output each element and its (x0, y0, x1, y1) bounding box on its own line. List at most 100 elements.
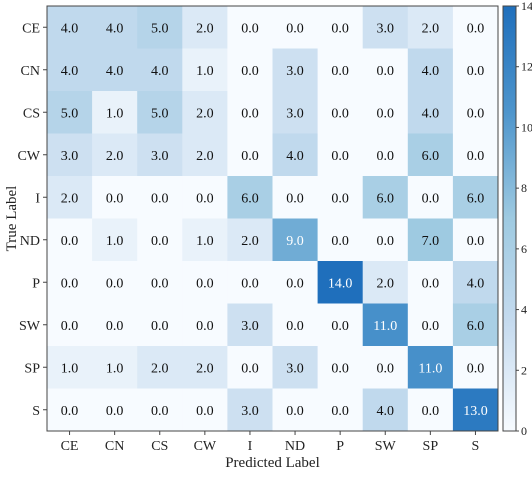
heatmap-cell (452, 48, 499, 92)
x-tick-label: CE (61, 439, 79, 454)
heatmap-cell (47, 218, 93, 262)
cell-value-label: 3.0 (61, 149, 79, 164)
cell-value-label: 0.0 (467, 106, 485, 121)
colorbar-tick-label: 10 (521, 120, 532, 134)
cell-value-label: 0.0 (377, 361, 395, 376)
heatmap-cell (47, 6, 93, 49)
heatmap-cell (227, 346, 273, 389)
heatmap-cell (452, 218, 499, 262)
cell-value-label: 3.0 (286, 106, 304, 121)
cell-value-label: 2.0 (151, 361, 169, 376)
heatmap-cell (47, 261, 93, 304)
cell-value-label: 0.0 (151, 191, 169, 206)
cell-value-label: 0.0 (241, 21, 259, 36)
y-tick-label: S (32, 404, 40, 419)
heatmap-cell (182, 48, 228, 92)
heatmap-cell (317, 91, 364, 134)
x-tick-label: SP (423, 439, 439, 454)
cell-value-label: 0.0 (467, 149, 485, 164)
heatmap-cell (272, 388, 319, 432)
heatmap-cell (362, 388, 409, 432)
cell-value-label: 1.0 (196, 234, 214, 249)
cell-value-label: 0.0 (61, 276, 79, 291)
heatmap-cell (47, 346, 93, 389)
cell-value-label: 4.0 (467, 276, 485, 291)
cell-value-label: 0.0 (61, 319, 79, 334)
heatmap-cell (92, 218, 138, 262)
cell-value-label: 0.0 (331, 361, 349, 376)
heatmap-cell (47, 48, 93, 92)
heatmap-cell (452, 303, 499, 347)
heatmap-cell (137, 346, 183, 389)
cell-value-label: 0.0 (377, 106, 395, 121)
cell-value-label: 1.0 (106, 361, 124, 376)
heatmap-cell (272, 303, 319, 347)
cell-value-label: 0.0 (286, 21, 304, 36)
cell-value-label: 3.0 (151, 149, 169, 164)
heatmap-cell (182, 303, 228, 347)
heatmap-cell (272, 91, 319, 134)
heatmap-cell (362, 218, 409, 262)
cell-value-label: 2.0 (377, 276, 395, 291)
heatmap-cell (362, 6, 409, 49)
heatmap-cell (317, 6, 364, 49)
x-axis-label: Predicted Label (225, 455, 320, 471)
cell-value-label: 6.0 (422, 149, 440, 164)
cell-value-label: 0.0 (331, 149, 349, 164)
heatmap-cell (182, 6, 228, 49)
heatmap-cell (407, 91, 454, 134)
cell-value-label: 3.0 (286, 361, 304, 376)
heatmap-cell (182, 91, 228, 134)
cell-value-label: 4.0 (61, 21, 79, 36)
cell-value-label: 0.0 (106, 276, 124, 291)
cell-value-label: 11.0 (418, 361, 442, 376)
cell-value-label: 0.0 (241, 276, 259, 291)
heatmap-cell (182, 218, 228, 262)
cell-value-label: 0.0 (241, 106, 259, 121)
heatmap-cell (407, 6, 454, 49)
x-tick-label: CN (105, 439, 124, 454)
cell-value-label: 0.0 (422, 191, 440, 206)
x-tick-label: CW (194, 439, 217, 454)
heatmap-cell (92, 346, 138, 389)
cell-value-label: 0.0 (61, 234, 79, 249)
heatmap-cell (407, 133, 454, 177)
cell-value-label: 0.0 (377, 64, 395, 79)
heatmap-cell (137, 388, 183, 432)
y-tick-label: I (35, 191, 40, 206)
cell-value-label: 0.0 (286, 191, 304, 206)
heatmap-cell (227, 218, 273, 262)
heatmap-cell (452, 91, 499, 134)
heatmap-cell (362, 133, 409, 177)
cell-value-label: 0.0 (196, 276, 214, 291)
heatmap-cell (272, 176, 319, 219)
cell-value-label: 0.0 (467, 64, 485, 79)
heatmap-cell (362, 261, 409, 304)
colorbar-tick-label: 12 (521, 60, 532, 74)
heatmap-cell (47, 91, 93, 134)
heatmap-cell (317, 261, 364, 304)
cell-value-label: 2.0 (196, 106, 214, 121)
heatmap-cell (137, 303, 183, 347)
heatmap-cell (92, 176, 138, 219)
colorbar-tick-label: 6 (521, 242, 527, 256)
cell-value-label: 5.0 (151, 21, 169, 36)
cell-value-label: 5.0 (151, 106, 169, 121)
heatmap-cell-labels: 4.0 4.0 5.0 2.0 0.0 0.0 0.0 3.0 2.0 0.0 4.0 4.0 4.0 1… (61, 21, 488, 419)
cell-value-label: 2.0 (196, 361, 214, 376)
heatmap-cell (227, 91, 273, 134)
heatmap-cell (227, 6, 273, 49)
colorbar-tick-label: 0 (521, 424, 527, 438)
cell-value-label: 0.0 (286, 404, 304, 419)
cell-value-label: 0.0 (106, 404, 124, 419)
heatmap-cell (227, 261, 273, 304)
heatmap-cell (407, 346, 454, 389)
heatmap-cell (137, 48, 183, 92)
cell-value-label: 3.0 (286, 64, 304, 79)
heatmap-cell (362, 346, 409, 389)
cell-value-label: 9.0 (286, 234, 304, 249)
cell-value-label: 2.0 (106, 149, 124, 164)
heatmap-cell (92, 91, 138, 134)
y-tick-label: SP (24, 361, 40, 376)
